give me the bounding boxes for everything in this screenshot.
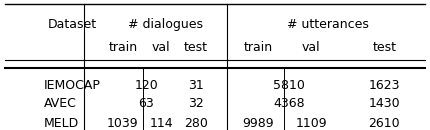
Text: test: test — [372, 41, 396, 54]
Text: IEMOCAP: IEMOCAP — [43, 79, 101, 92]
Text: 280: 280 — [184, 117, 208, 130]
Text: 1623: 1623 — [369, 79, 400, 92]
Text: 1109: 1109 — [296, 117, 327, 130]
Text: 1430: 1430 — [369, 97, 400, 110]
Text: 114: 114 — [150, 117, 173, 130]
Text: # dialogues: # dialogues — [128, 18, 203, 31]
Text: AVEC: AVEC — [43, 97, 77, 110]
Text: train: train — [243, 41, 273, 54]
Text: 5810: 5810 — [273, 79, 305, 92]
Text: train: train — [108, 41, 138, 54]
Text: 4368: 4368 — [273, 97, 305, 110]
Text: 1039: 1039 — [107, 117, 138, 130]
Text: MELD: MELD — [43, 117, 79, 130]
Text: 9989: 9989 — [242, 117, 273, 130]
Text: val: val — [302, 41, 321, 54]
Text: Dataset: Dataset — [48, 18, 97, 31]
Text: 2610: 2610 — [369, 117, 400, 130]
Text: # utterances: # utterances — [286, 18, 369, 31]
Text: 120: 120 — [135, 79, 158, 92]
Text: 32: 32 — [188, 97, 203, 110]
Text: test: test — [184, 41, 208, 54]
Text: 31: 31 — [188, 79, 203, 92]
Text: val: val — [152, 41, 171, 54]
Text: 63: 63 — [138, 97, 154, 110]
